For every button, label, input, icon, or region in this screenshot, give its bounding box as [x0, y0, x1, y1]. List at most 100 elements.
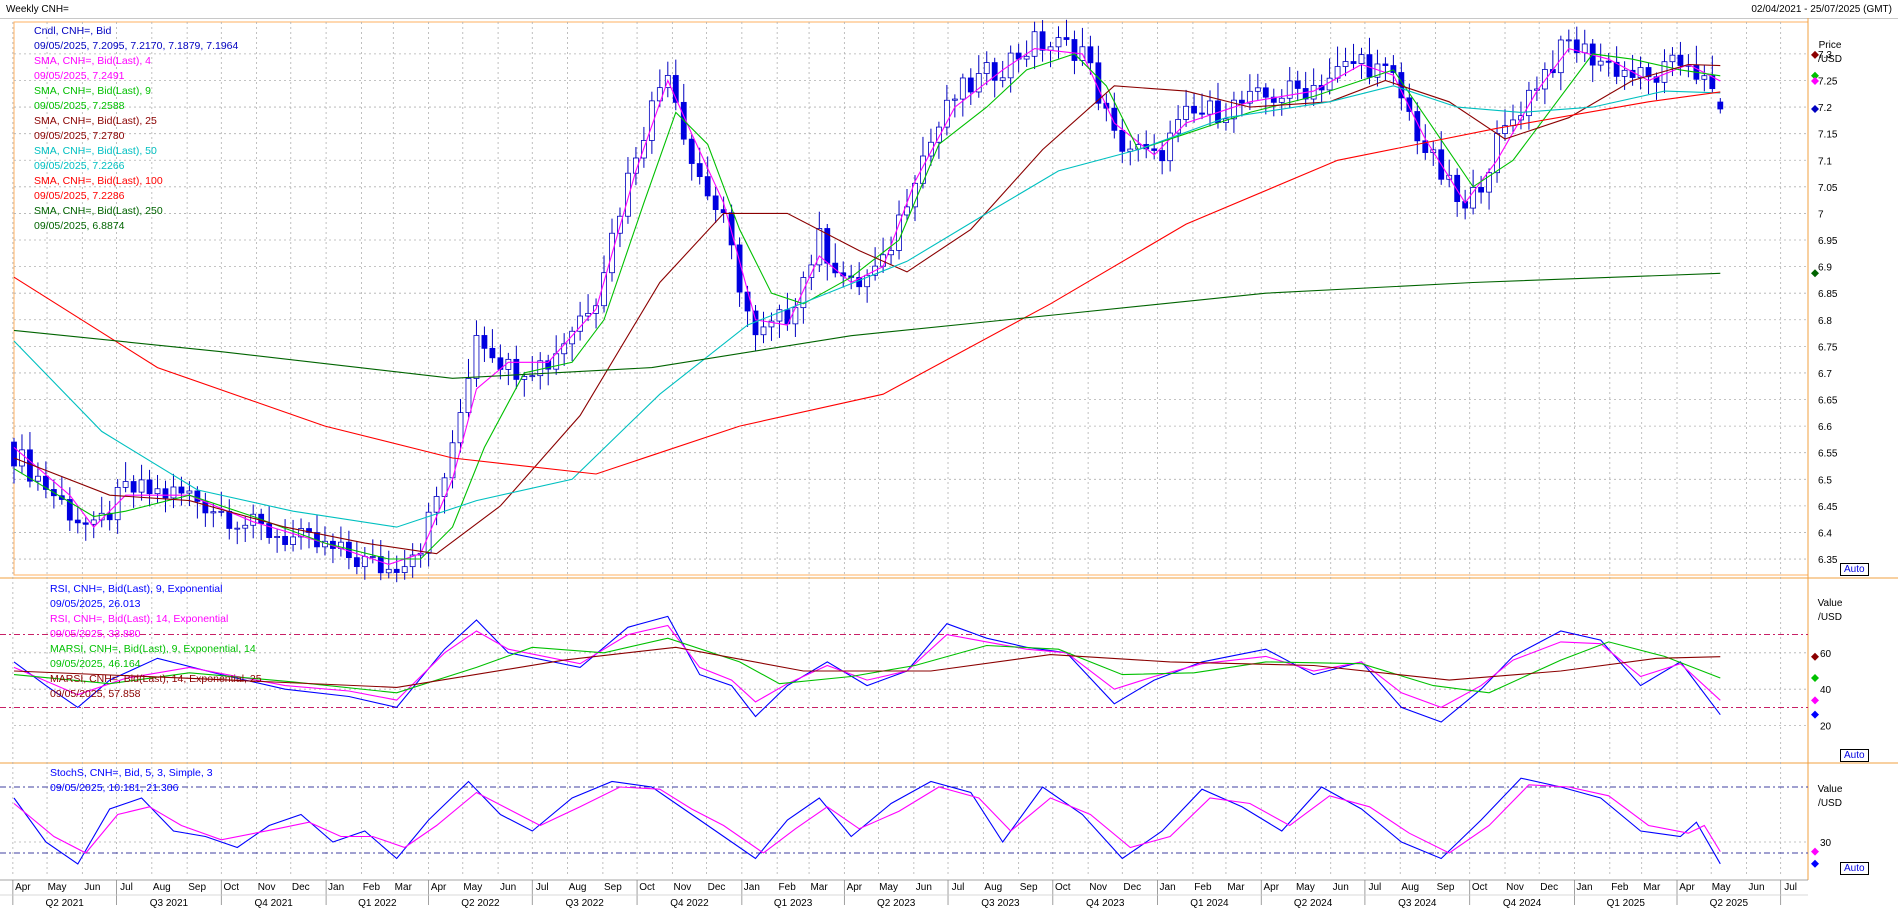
candle-body — [1486, 172, 1492, 193]
month-label: Jun — [916, 882, 932, 893]
month-label: Feb — [1194, 882, 1212, 893]
candle-body — [951, 98, 958, 101]
price-tick-label: 7.05 — [1818, 183, 1838, 194]
candle-body — [154, 488, 161, 495]
price-tick-label: 7.1 — [1818, 156, 1832, 167]
stoch-auto-scale-button[interactable]: Auto — [1840, 862, 1869, 875]
candle-body — [1637, 67, 1644, 78]
candle-body — [529, 375, 536, 378]
month-label: Jul — [1784, 882, 1797, 893]
legend-value: 09/05/2025, 57.858 — [50, 688, 141, 700]
candle-body — [1350, 61, 1357, 64]
month-label: Apr — [15, 882, 31, 893]
month-label: Feb — [1611, 882, 1629, 893]
value-marker — [1811, 673, 1819, 682]
candle-body — [808, 264, 815, 278]
candle-body — [457, 412, 464, 444]
price-tick-label: 6.5 — [1818, 475, 1832, 486]
legend-value: 09/05/2025, 26.013 — [50, 598, 141, 610]
value-marker — [1811, 104, 1819, 113]
sma-line — [13, 91, 1721, 475]
candle-body — [1494, 133, 1500, 174]
legend-value: 09/05/2025, 7.2095, 7.2170, 7.1879, 7.19… — [34, 40, 239, 52]
rsi-line — [13, 646, 1721, 688]
candle-body — [82, 522, 89, 525]
quarter-label: Q1 2024 — [1190, 898, 1229, 909]
candle-body — [353, 557, 360, 568]
legend-label: RSI, CNH=, Bid(Last), 14, Exponential — [50, 613, 228, 625]
quarter-label: Q3 2022 — [565, 898, 604, 909]
legend-value: 09/05/2025, 7.2780 — [34, 130, 125, 142]
month-label: Aug — [1401, 882, 1419, 893]
chart-title: Weekly CNH= — [6, 4, 69, 15]
candle-body — [1286, 80, 1293, 99]
candle-body — [792, 307, 799, 325]
candle-body — [242, 524, 249, 529]
candle-body — [1366, 54, 1373, 78]
candle-body — [306, 528, 312, 533]
month-label: Jul — [1369, 882, 1382, 893]
month-label: Sep — [188, 882, 206, 893]
candle-body — [1183, 105, 1189, 120]
candle-body — [1541, 69, 1548, 90]
price-tick-label: 7 — [1818, 209, 1824, 220]
candle-body — [832, 262, 839, 274]
price-auto-scale-button[interactable]: Auto — [1840, 563, 1869, 576]
candle-body — [1294, 80, 1301, 89]
candle-body — [1422, 140, 1429, 153]
month-label: Jun — [500, 882, 516, 893]
candle-body — [1262, 87, 1269, 98]
candle-body — [481, 335, 488, 349]
candle-body — [864, 274, 871, 288]
candle-body — [266, 523, 273, 538]
candle-body — [712, 195, 719, 210]
candle-body — [1414, 111, 1421, 142]
candle-body — [999, 77, 1006, 81]
value-marker — [1811, 710, 1819, 719]
month-label: Apr — [847, 882, 863, 893]
candle-body — [744, 291, 751, 312]
candle-body — [433, 496, 440, 513]
month-label: Jan — [1160, 882, 1176, 893]
candle-body — [1238, 99, 1245, 104]
candle-body — [377, 556, 384, 574]
candle-body — [250, 513, 257, 526]
rsi-line — [13, 624, 1721, 709]
candle-body — [1581, 43, 1588, 54]
month-label: Mar — [1643, 882, 1661, 893]
candle-body — [1007, 52, 1014, 79]
month-label: Jan — [744, 882, 760, 893]
candle-body — [226, 510, 233, 529]
candle-body — [1358, 54, 1365, 64]
candle-body — [776, 309, 783, 322]
candle-body — [816, 228, 823, 266]
candle-body — [369, 556, 376, 558]
candle-body — [1677, 54, 1684, 66]
price-tick-label: 7.15 — [1818, 130, 1838, 141]
legend-label: SMA, CNH=, Bid(Last), 250 — [34, 205, 163, 217]
candle-body — [1454, 174, 1461, 202]
candle-body — [625, 172, 631, 217]
legend-label: MARSI, CNH=, Bid(Last), 14, Exponential,… — [50, 673, 262, 685]
month-label: Sep — [1020, 882, 1038, 893]
price-tick-label: 7.3 — [1818, 50, 1832, 61]
rsi-auto-scale-button[interactable]: Auto — [1840, 749, 1869, 762]
chart-header: Weekly CNH= 02/04/2021 - 25/07/2025 (GMT… — [0, 0, 1898, 19]
candle-body — [688, 138, 695, 164]
price-axis-unit: /USD — [1818, 54, 1842, 65]
candle-body — [569, 330, 576, 345]
candle-body — [19, 449, 25, 467]
candle-body — [1709, 75, 1716, 90]
rsi-tick-label: 40 — [1820, 685, 1832, 696]
month-label: Oct — [639, 882, 655, 893]
candle-body — [1342, 61, 1349, 67]
candle-body — [74, 519, 81, 524]
month-label: May — [48, 882, 67, 893]
candle-body — [1701, 75, 1708, 80]
quarter-label: Q1 2022 — [358, 898, 397, 909]
month-label: Apr — [1263, 882, 1279, 893]
price-tick-label: 6.6 — [1818, 422, 1832, 433]
price-tick-label: 6.65 — [1818, 396, 1838, 407]
stoch-line — [13, 784, 1721, 854]
